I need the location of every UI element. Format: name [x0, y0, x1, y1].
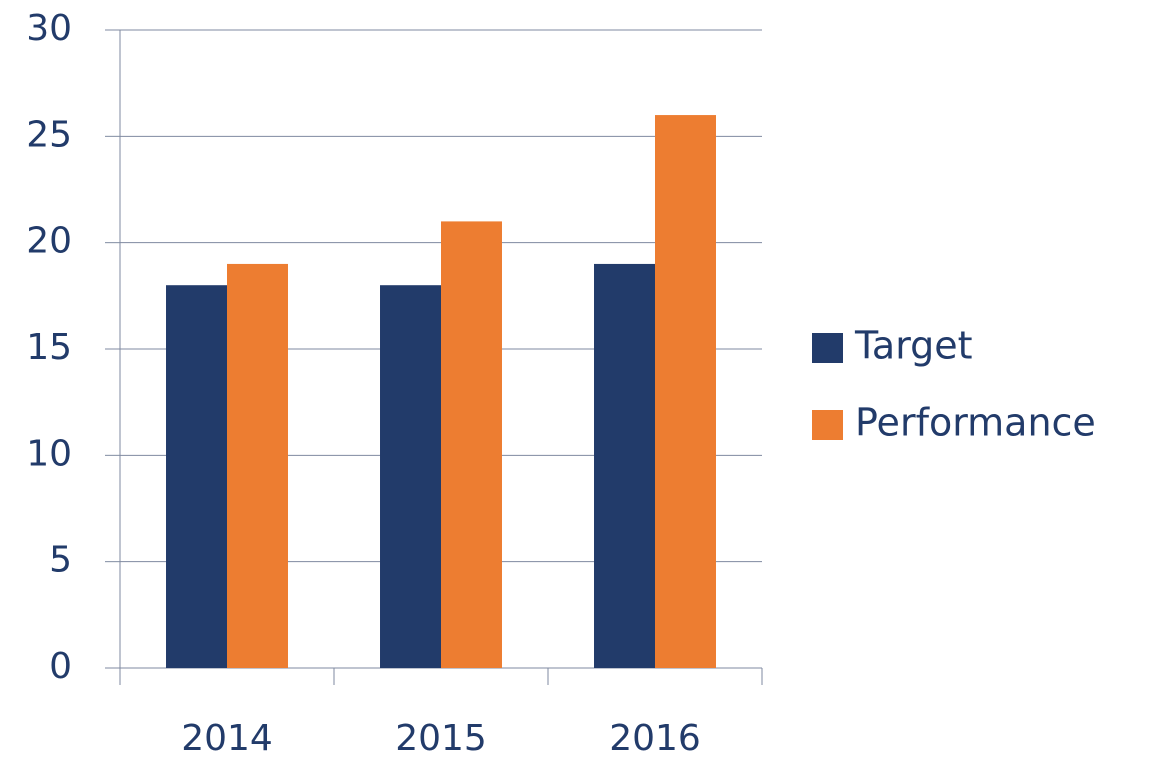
x-tick-label: 2014 [181, 718, 273, 757]
y-tick-label: 0 [49, 646, 72, 687]
bar [380, 285, 441, 668]
bar [594, 263, 655, 668]
legend-label: Target [854, 324, 973, 368]
y-tick-label: 10 [26, 433, 72, 474]
y-tick-label: 15 [26, 327, 72, 368]
x-tick-label: 2015 [395, 718, 487, 757]
y-tick-label: 20 [26, 221, 72, 262]
bar [441, 221, 502, 668]
legend-label: Performance [855, 401, 1096, 445]
legend-swatch [812, 410, 843, 440]
bar [166, 285, 227, 668]
y-tick-label: 25 [26, 114, 72, 155]
y-tick-label: 30 [26, 8, 72, 49]
y-tick-label: 5 [49, 540, 72, 581]
x-tick-label: 2016 [609, 718, 701, 757]
bar [227, 263, 288, 668]
bar [655, 115, 716, 669]
legend-swatch [812, 333, 843, 363]
